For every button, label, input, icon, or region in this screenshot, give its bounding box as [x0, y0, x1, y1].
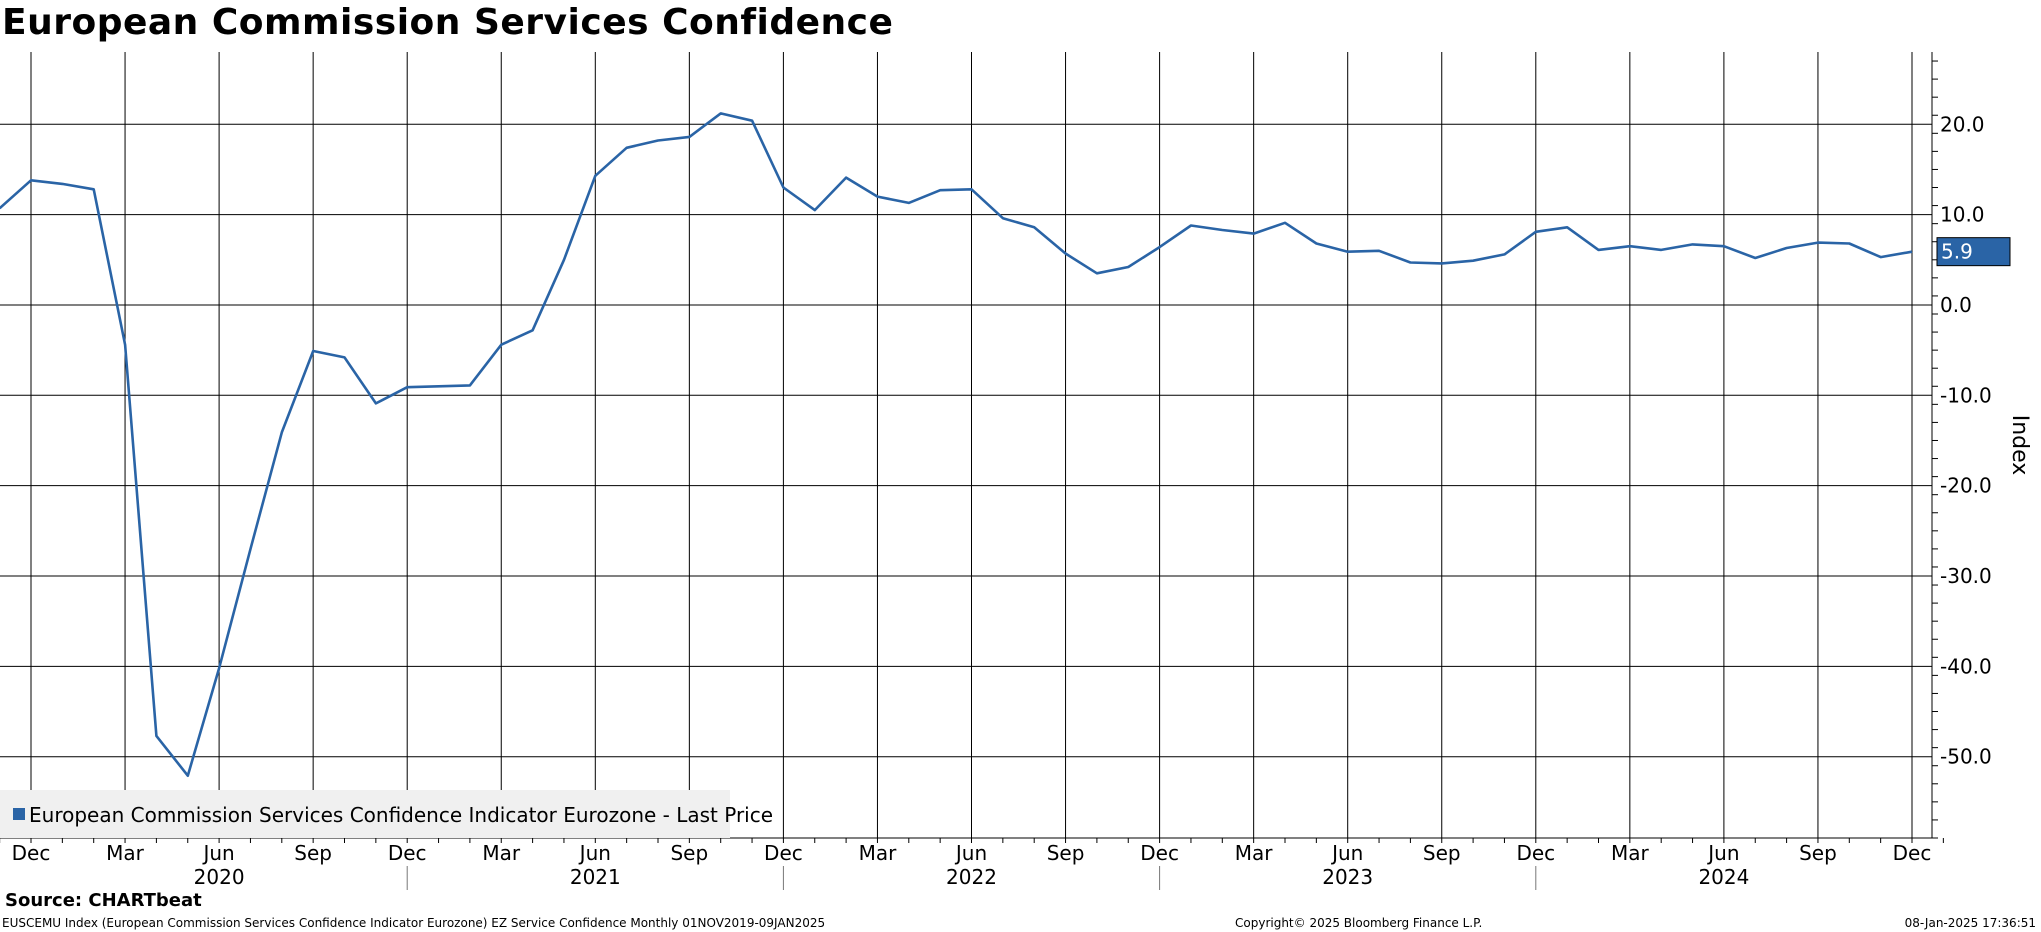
x-year-label: 2024 [1698, 865, 1749, 889]
y-tick-label: 20.0 [1940, 112, 1985, 136]
x-year-label: 2022 [946, 865, 997, 889]
footer-timestamp: 08-Jan-2025 17:36:51 [1904, 916, 2036, 930]
x-month-label: Mar [859, 841, 898, 865]
y-tick-label: -50.0 [1940, 745, 1992, 769]
source-label: Source: CHARTbeat [5, 890, 202, 911]
x-month-label: Mar [1235, 841, 1274, 865]
x-month-label: Dec [1516, 841, 1555, 865]
y-tick-label: -40.0 [1940, 654, 1992, 678]
x-month-label: Dec [764, 841, 803, 865]
x-month-label: Sep [294, 841, 332, 865]
x-month-label: Mar [106, 841, 145, 865]
x-month-label: Jun [954, 841, 987, 865]
x-axis-ticks: Dec Mar Jun Sep Dec Mar Jun Sep Dec Mar Jun Sep Dec M… [0, 838, 1944, 890]
y-tick-label: 0.0 [1940, 293, 1972, 317]
last-price-label: 5.9 [1941, 240, 1973, 264]
x-month-label: Jun [201, 841, 234, 865]
chart-title: European Commission Services Confidence [2, 2, 894, 43]
last-price-group: 5.9 [1936, 237, 2011, 267]
x-month-label: Dec [388, 841, 427, 865]
x-month-label: Jun [1330, 841, 1363, 865]
footer-ticker-description: EUSCEMU Index (European Commission Servi… [2, 916, 826, 930]
y-tick-label: -20.0 [1940, 474, 1992, 498]
x-month-label: Jun [578, 841, 611, 865]
y-axis-ticks: 20.0 10.0 0.0 -10.0 -20.0 -30.0 -40.0 -50.0 [1932, 60, 1992, 839]
footer-copyright: Copyright© 2025 Bloomberg Finance L.P. [1235, 916, 1483, 930]
x-month-label: Dec [1893, 841, 1932, 865]
x-month-label: Dec [12, 841, 51, 865]
horizontal-gridlines [0, 123, 1932, 758]
x-month-label: Sep [1423, 841, 1461, 865]
series-group [0, 112, 1913, 778]
y-tick-label: 10.0 [1940, 203, 1985, 227]
legend-label: European Commission Services Confidence … [29, 803, 773, 827]
series-line [0, 112, 1913, 778]
x-month-label: Mar [482, 841, 521, 865]
x-month-label: Jun [1706, 841, 1739, 865]
x-month-label: Dec [1140, 841, 1179, 865]
x-month-label: Sep [1799, 841, 1837, 865]
x-month-label: Mar [1611, 841, 1650, 865]
x-month-label: Sep [1047, 841, 1085, 865]
x-year-label: 2021 [570, 865, 621, 889]
last-price-box [1936, 237, 2011, 267]
x-year-label: 2023 [1322, 865, 1373, 889]
y-tick-label: -30.0 [1940, 564, 1992, 588]
y-axis-label: Index [2007, 415, 2032, 476]
x-month-label: Sep [670, 841, 708, 865]
x-year-label: 2020 [194, 865, 245, 889]
y-tick-label: -10.0 [1940, 383, 1992, 407]
legend-background [0, 790, 730, 838]
axes [0, 52, 1933, 839]
legend: European Commission Services Confidence … [0, 790, 773, 838]
vertical-gridlines [30, 52, 1913, 838]
legend-swatch [13, 808, 25, 820]
